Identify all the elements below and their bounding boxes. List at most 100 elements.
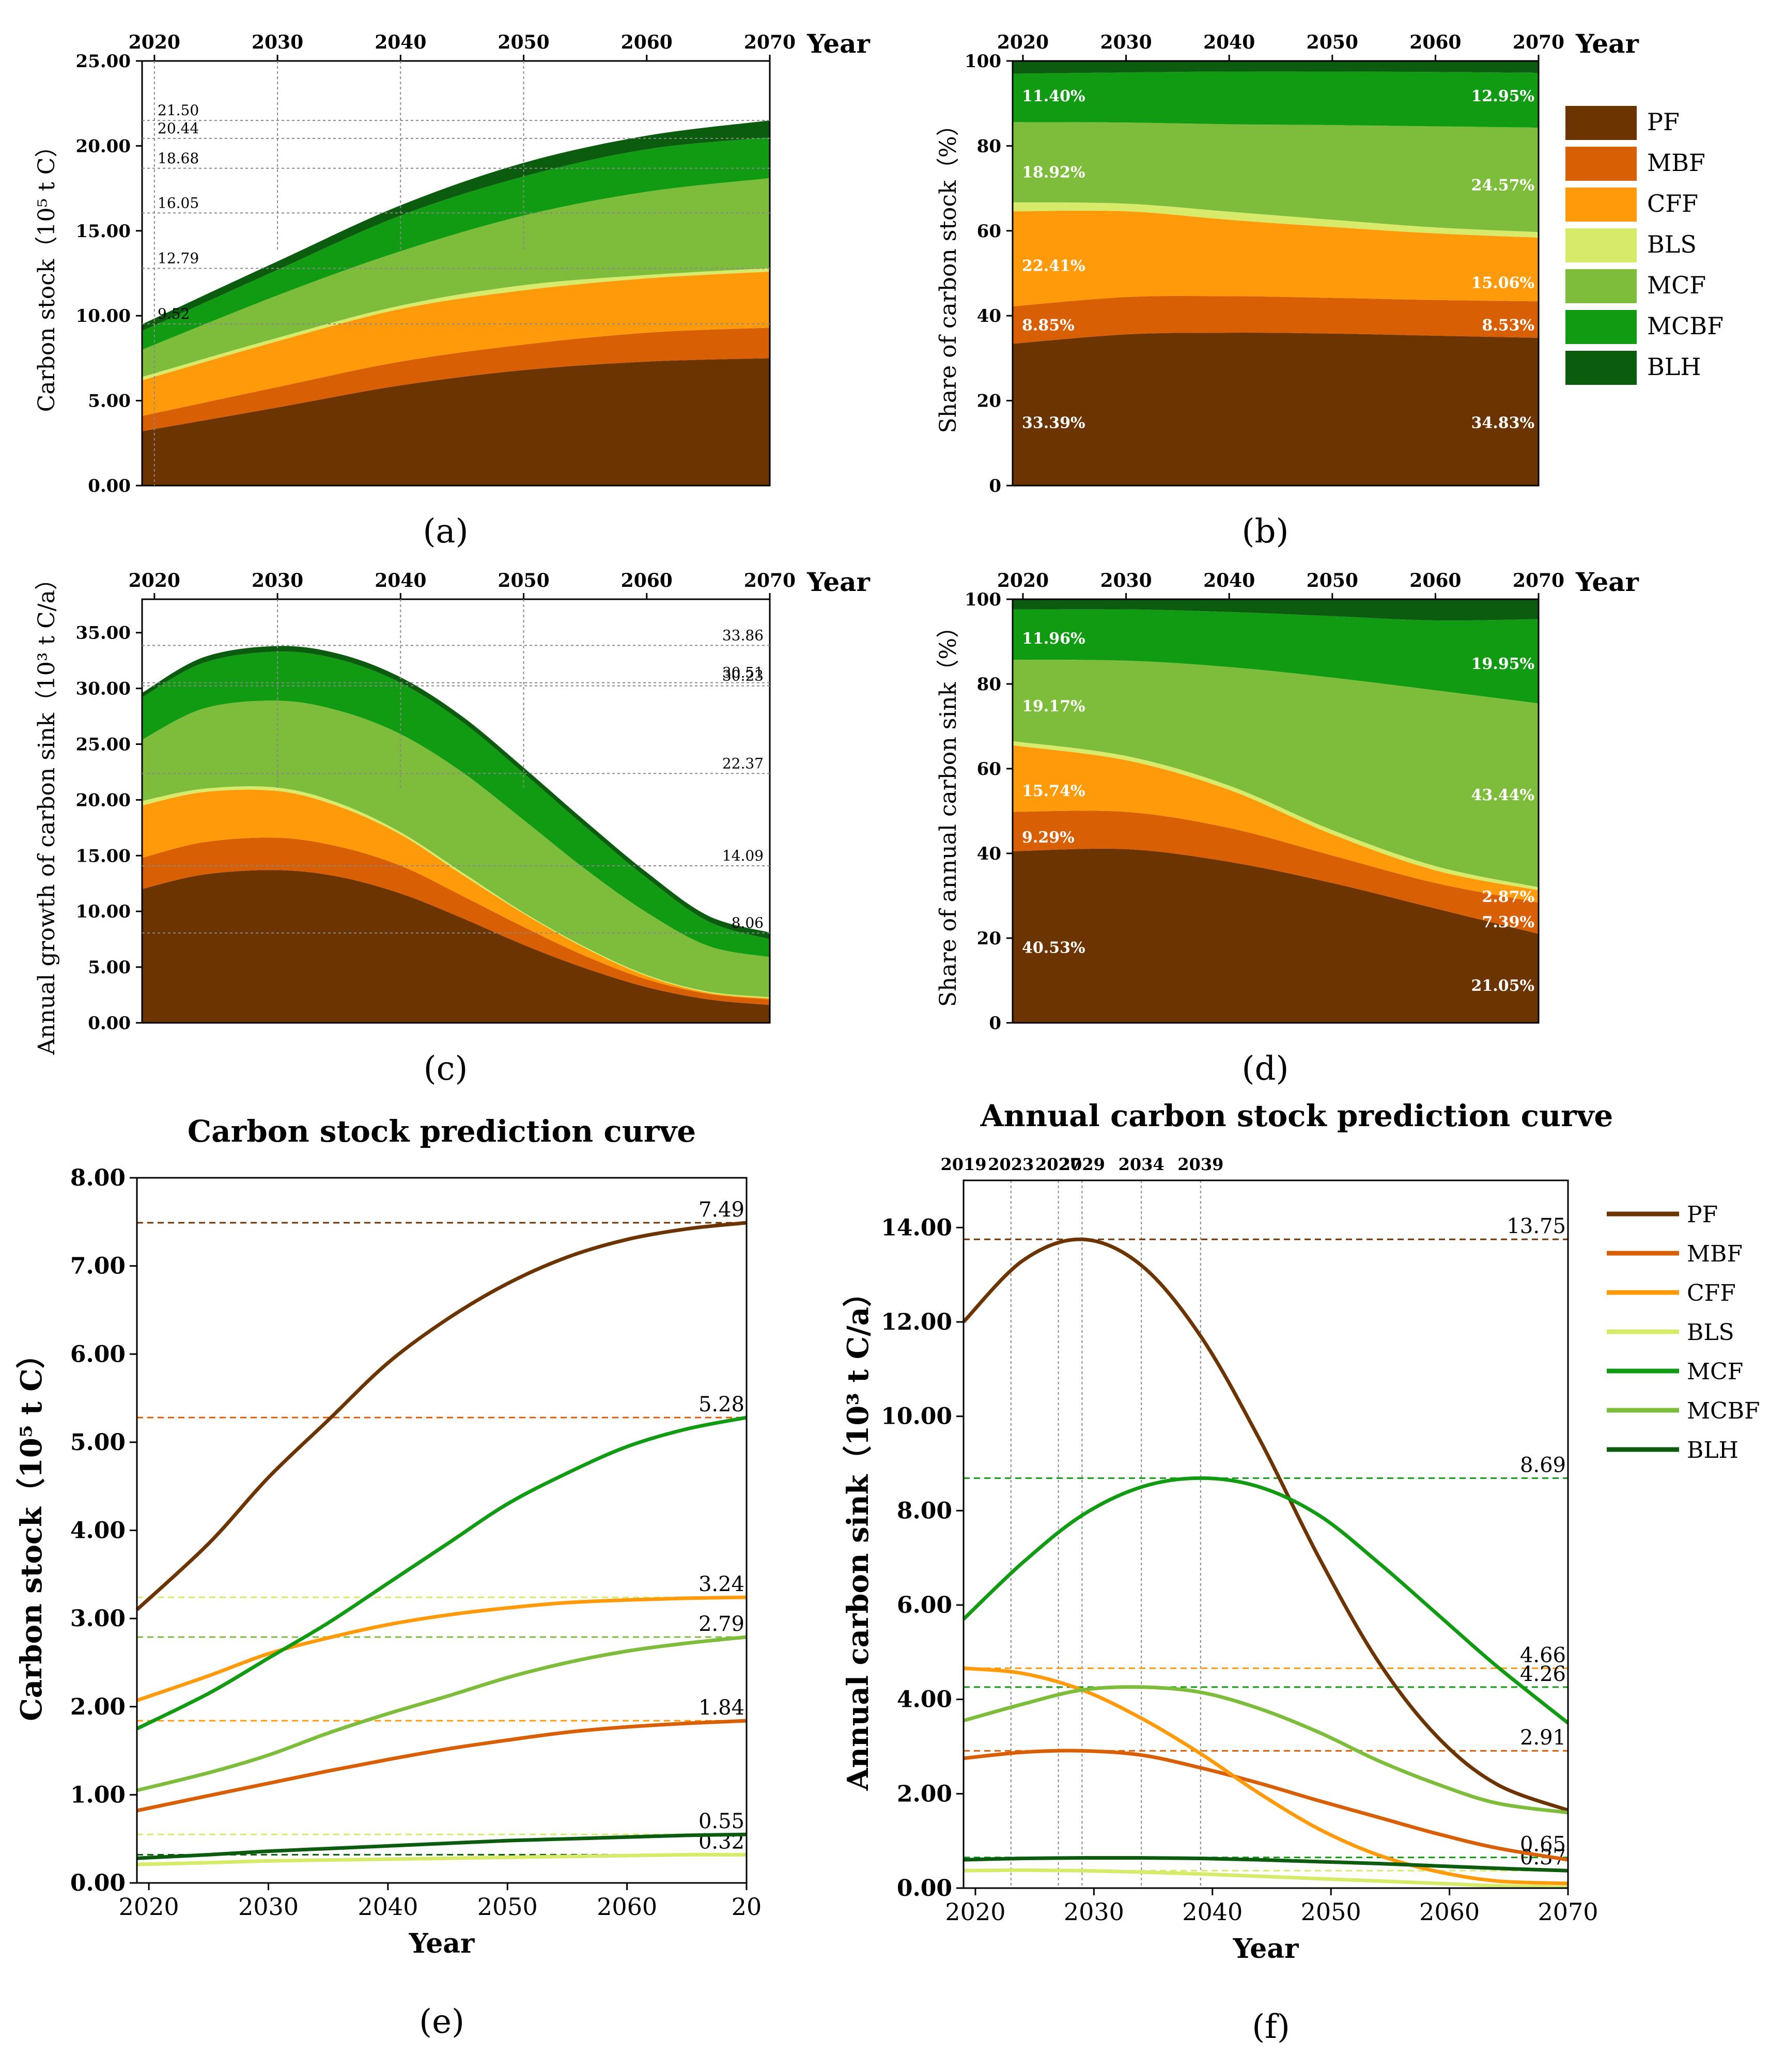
x-tick-label: 2040 xyxy=(358,1893,418,1921)
x-tick-label: 2070 xyxy=(1513,32,1564,53)
panel-a: 2020 2030 2040 2050 2060 2070 Year 0.00 5.00 10.0… xyxy=(34,28,871,551)
share-label-left: 18.92% xyxy=(1022,164,1085,182)
x-tick-label: 2050 xyxy=(477,1893,538,1921)
y-tick-label: 0 xyxy=(989,1013,1001,1034)
legend-label-bls: BLS xyxy=(1687,1319,1734,1346)
y-axis-title: Annual growth of carbon sink（10³ t C/a） xyxy=(34,567,60,1055)
y-tick-label: 15.00 xyxy=(76,221,131,242)
y-tick-label: 4.00 xyxy=(897,1687,952,1713)
legend-label-blh: BLH xyxy=(1687,1437,1739,1463)
reference-value: 2.79 xyxy=(699,1612,744,1636)
area-layer-mbf xyxy=(1013,811,1539,934)
y-tick-label: 25.00 xyxy=(76,735,131,755)
y-tick-label: 2.00 xyxy=(897,1781,952,1807)
area-layer-mcbf xyxy=(1013,71,1539,128)
reference-value: 3.24 xyxy=(699,1572,744,1596)
x-tick-label: 2030 xyxy=(1100,570,1152,591)
share-label-right: 19.95% xyxy=(1471,655,1534,673)
y-tick-label: 80 xyxy=(977,136,1001,157)
x-tick-label: 2040 xyxy=(1203,32,1255,53)
value-label: 18.68 xyxy=(158,150,199,167)
y-tick-label: 60 xyxy=(977,759,1001,780)
y-tick-label: 2.00 xyxy=(70,1694,126,1720)
x-tick-label-top: 2039 xyxy=(1177,1155,1223,1174)
x-tick-label: 2070 xyxy=(744,570,796,591)
y-tick-label: 10.00 xyxy=(881,1404,952,1430)
x-tick-label-top: 2029 xyxy=(1059,1155,1105,1174)
legend-label-mcbf: MCBF xyxy=(1687,1398,1760,1424)
value-label: 12.79 xyxy=(158,250,199,267)
share-label-right: 24.57% xyxy=(1471,176,1534,194)
area-layer-pf xyxy=(1013,848,1539,1023)
legend-label-mbf: MBF xyxy=(1687,1241,1743,1267)
plot-frame xyxy=(141,60,771,487)
panel-d: 2020 2030 2040 2050 2060 2070 Year020406080100… xyxy=(935,567,1639,1088)
y-axis: 0 20 40 60 80 100 xyxy=(965,589,1013,1034)
area-layer-blh xyxy=(1013,61,1539,74)
x-axis: 2020 2030 2040 2050 2060 2070 xyxy=(945,1888,1598,1926)
panel-label: (d) xyxy=(1242,1050,1289,1088)
y-tick-label: 8.00 xyxy=(70,1165,126,1191)
series-line-cff xyxy=(963,1666,1569,1886)
y-axis-title: Share of annual carbon sink（%） xyxy=(935,615,961,1007)
area-layer-mcf xyxy=(142,700,770,998)
y-tick-label: 35.00 xyxy=(76,623,131,644)
reference-value: 4.26 xyxy=(1520,1662,1566,1686)
area-layer-pf xyxy=(142,870,770,1023)
x-tick-label: 2030 xyxy=(252,32,303,53)
x-tick-label: 2060 xyxy=(1419,1898,1480,1926)
legend-label-pf: PF xyxy=(1647,108,1680,136)
area-layer-cff xyxy=(142,789,770,1000)
y-tick-label: 5.00 xyxy=(70,1429,126,1456)
area-layer-mbf xyxy=(142,328,770,431)
legend-label-mcf: MCF xyxy=(1647,271,1706,299)
value-label: 16.05 xyxy=(158,194,199,211)
y-tick-label: 80 xyxy=(977,674,1001,695)
reference-value: 13.75 xyxy=(1507,1214,1566,1238)
x-tick-label-top: 2023 xyxy=(988,1155,1034,1174)
x-axis-top: 2020 2030 2040 2050 2060 2070 xyxy=(129,32,796,61)
series-lines xyxy=(962,1237,1570,1889)
area-layer-mcf xyxy=(142,178,770,377)
legend-label-pf: PF xyxy=(1687,1202,1718,1228)
x-tick-label: 2040 xyxy=(1182,1898,1243,1926)
plot-frame xyxy=(136,1177,748,1884)
area-layer-mcbf xyxy=(1013,609,1539,704)
x-axis-title: Year xyxy=(1575,28,1639,59)
share-label-left: 19.17% xyxy=(1022,697,1085,715)
share-label-right: 15.06% xyxy=(1471,274,1534,292)
x-axis-title: Year xyxy=(806,567,871,597)
y-tick-label: 0.00 xyxy=(88,476,131,496)
value-label: 20.44 xyxy=(158,120,199,137)
y-tick-label: 30.00 xyxy=(76,679,131,699)
x-axis-title: Year xyxy=(409,1928,475,1959)
share-label-right: 21.05% xyxy=(1471,977,1534,995)
y-tick-label: 20.00 xyxy=(76,136,131,157)
area-layer-cff xyxy=(1013,745,1539,903)
share-label-right: 8.53% xyxy=(1482,317,1534,335)
x-axis-title: Year xyxy=(1575,567,1639,597)
y-tick-label: 5.00 xyxy=(88,957,131,978)
x-tick-label: 2020 xyxy=(129,32,180,53)
panel-label: (f) xyxy=(1252,2008,1290,2046)
x-tick-label: 2040 xyxy=(375,32,426,53)
value-label: 21.50 xyxy=(158,102,199,119)
panel-label: (e) xyxy=(419,2003,464,2041)
x-axis-top: 2020 2030 2040 2050 2060 2070 xyxy=(997,570,1564,599)
series-line-mcbf xyxy=(963,1685,1569,1815)
x-tick-label: 2020 xyxy=(997,32,1049,53)
share-label-right: 34.83% xyxy=(1471,414,1534,432)
share-label-left: 11.40% xyxy=(1022,87,1085,105)
reference-value: 8.69 xyxy=(1520,1453,1566,1477)
x-tick-label: 2020 xyxy=(945,1898,1005,1926)
x-tick-label: 2030 xyxy=(1064,1898,1124,1926)
series-line-blh xyxy=(136,1832,747,1860)
share-annotations: 11.96% 19.17% 15.74% 9.29% 40.53% 19.95% 43.44… xyxy=(1022,630,1534,995)
legend-swatch-mbf xyxy=(1565,147,1637,181)
y-tick-label: 10.00 xyxy=(76,901,131,922)
area-layer-mcbf xyxy=(142,137,770,350)
x-tick-label: 2070 xyxy=(1513,570,1564,591)
x-tick-label: 2040 xyxy=(375,570,426,591)
